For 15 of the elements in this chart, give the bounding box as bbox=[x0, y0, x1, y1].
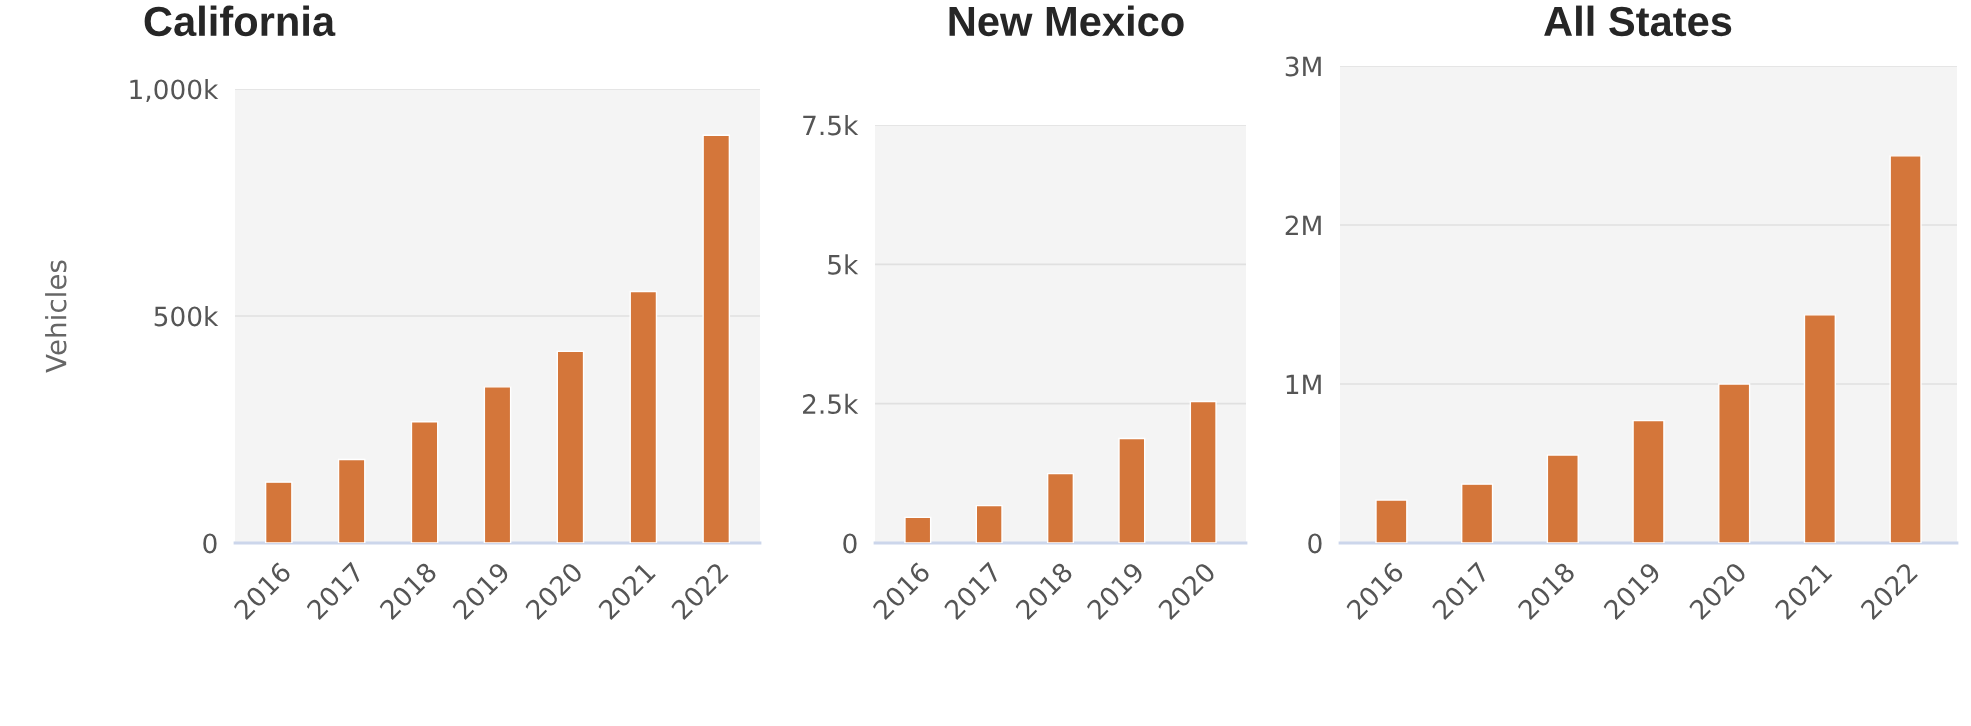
y-tick-label: 2.5k bbox=[803, 393, 859, 415]
chart-title: California bbox=[144, 5, 336, 37]
y-axis-title: Vehicles bbox=[45, 260, 67, 373]
y-tick-label: 1M bbox=[1286, 374, 1321, 395]
chart-title: New Mexico bbox=[949, 5, 1184, 37]
y-tick-label: 3M bbox=[1285, 56, 1321, 77]
y-tick-label: 2M bbox=[1285, 215, 1321, 236]
chart-title: All States bbox=[1544, 5, 1732, 37]
y-tick-label: 0 bbox=[203, 533, 217, 554]
y-tick-label: 500k bbox=[154, 305, 219, 327]
y-tick-label: 0 bbox=[843, 533, 857, 554]
y-tick-label: 0 bbox=[1308, 533, 1322, 554]
y-tick-label: 7.5k bbox=[803, 114, 859, 136]
y-tick-label: 5k bbox=[828, 254, 859, 275]
y-tick-label: 1,000k bbox=[130, 78, 219, 103]
